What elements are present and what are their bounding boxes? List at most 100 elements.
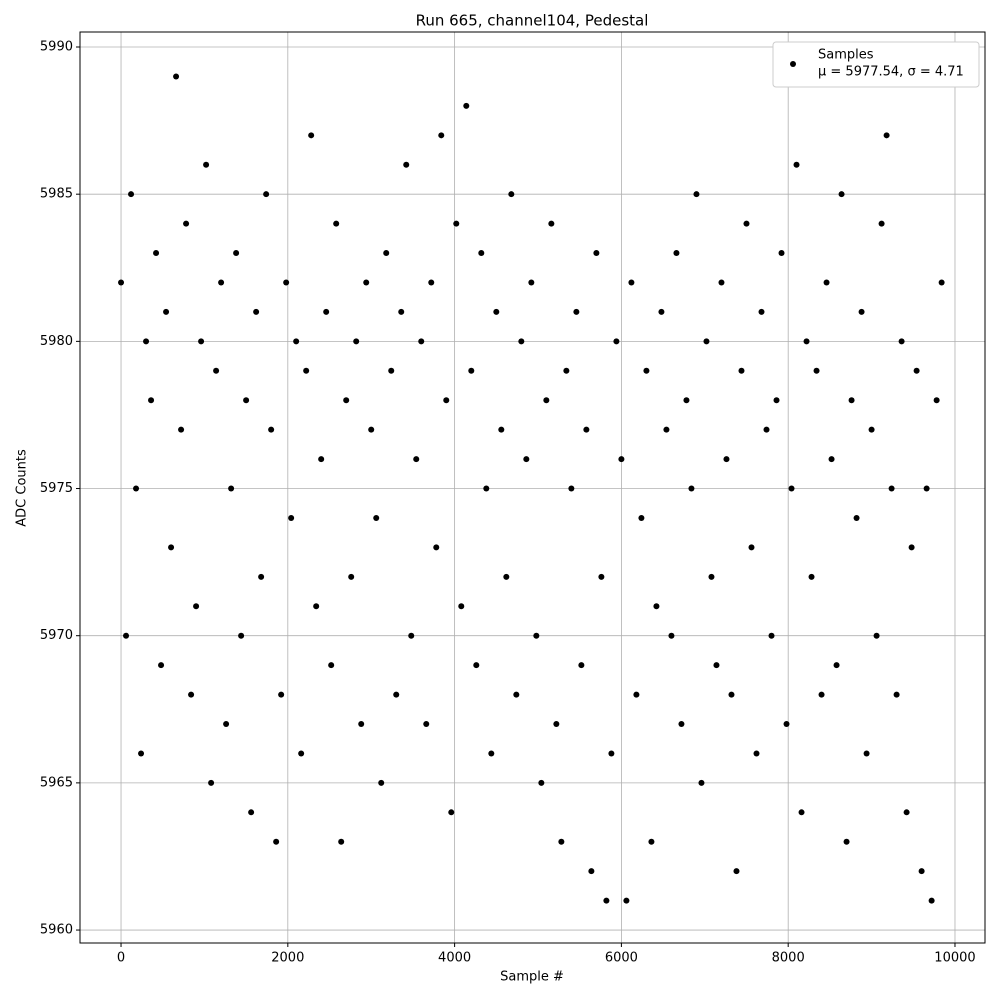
point: [333, 220, 340, 227]
point: [178, 426, 185, 433]
point: [238, 632, 245, 639]
point: [588, 868, 595, 875]
point: [273, 838, 280, 845]
point: [768, 632, 775, 639]
point: [738, 367, 745, 374]
point: [183, 220, 190, 227]
point: [123, 632, 130, 639]
point: [658, 308, 665, 315]
point: [583, 426, 590, 433]
legend-marker: [790, 61, 796, 67]
point: [668, 632, 675, 639]
point: [488, 750, 495, 757]
point: [903, 809, 910, 816]
point: [673, 250, 680, 257]
point: [688, 485, 695, 492]
point: [358, 721, 365, 728]
point: [933, 397, 940, 404]
point: [538, 779, 545, 786]
point: [608, 750, 615, 757]
point: [283, 279, 290, 286]
point: [653, 603, 660, 610]
point: [833, 662, 840, 669]
point: [593, 250, 600, 257]
point: [138, 750, 145, 757]
x-tick-label: 8000: [772, 951, 805, 966]
point: [753, 750, 760, 757]
point: [303, 367, 310, 374]
point: [423, 721, 430, 728]
point: [483, 485, 490, 492]
point: [263, 191, 270, 198]
point: [158, 662, 165, 669]
point: [413, 456, 420, 463]
x-tick-label: 6000: [605, 951, 638, 966]
point: [798, 809, 805, 816]
point: [913, 367, 920, 374]
chart-title: Run 665, channel104, Pedestal: [416, 12, 649, 30]
point: [778, 250, 785, 257]
point: [693, 191, 700, 198]
point: [573, 308, 580, 315]
point: [523, 456, 530, 463]
point: [528, 279, 535, 286]
point: [368, 426, 375, 433]
point: [513, 691, 520, 698]
point: [628, 279, 635, 286]
point: [663, 426, 670, 433]
point: [128, 191, 135, 198]
point: [853, 514, 860, 521]
point: [253, 308, 260, 315]
point: [228, 485, 235, 492]
point: [383, 250, 390, 257]
point: [313, 603, 320, 610]
point: [703, 338, 710, 345]
point: [223, 721, 230, 728]
y-tick-label: 5960: [40, 923, 73, 938]
point: [403, 161, 410, 168]
y-tick-label: 5970: [40, 628, 73, 643]
point: [288, 514, 295, 521]
point: [248, 809, 255, 816]
point: [823, 279, 830, 286]
point: [728, 691, 735, 698]
point: [548, 220, 555, 227]
point: [188, 691, 195, 698]
point: [648, 838, 655, 845]
point: [148, 397, 155, 404]
point: [888, 485, 895, 492]
point: [458, 603, 465, 610]
point: [868, 426, 875, 433]
point: [268, 426, 275, 433]
point: [773, 397, 780, 404]
point: [603, 897, 610, 904]
point: [143, 338, 150, 345]
point: [563, 367, 570, 374]
point: [133, 485, 140, 492]
point: [338, 838, 345, 845]
point: [748, 544, 755, 551]
point: [278, 691, 285, 698]
point: [328, 662, 335, 669]
point: [718, 279, 725, 286]
point: [878, 220, 885, 227]
x-tick-label: 4000: [438, 951, 471, 966]
point: [808, 573, 815, 580]
point: [438, 132, 445, 139]
point: [918, 868, 925, 875]
x-tick-label: 10000: [934, 951, 975, 966]
point: [153, 250, 160, 257]
legend-note: μ = 5977.54, σ = 4.71: [818, 65, 964, 80]
point: [598, 573, 605, 580]
y-tick-label: 5990: [40, 40, 73, 55]
point: [363, 279, 370, 286]
point: [318, 456, 325, 463]
point: [873, 632, 880, 639]
x-tick-label: 0: [117, 951, 125, 966]
point: [858, 308, 865, 315]
point: [343, 397, 350, 404]
point: [678, 721, 685, 728]
point: [638, 514, 645, 521]
point: [803, 338, 810, 345]
y-tick-label: 5975: [40, 481, 73, 496]
